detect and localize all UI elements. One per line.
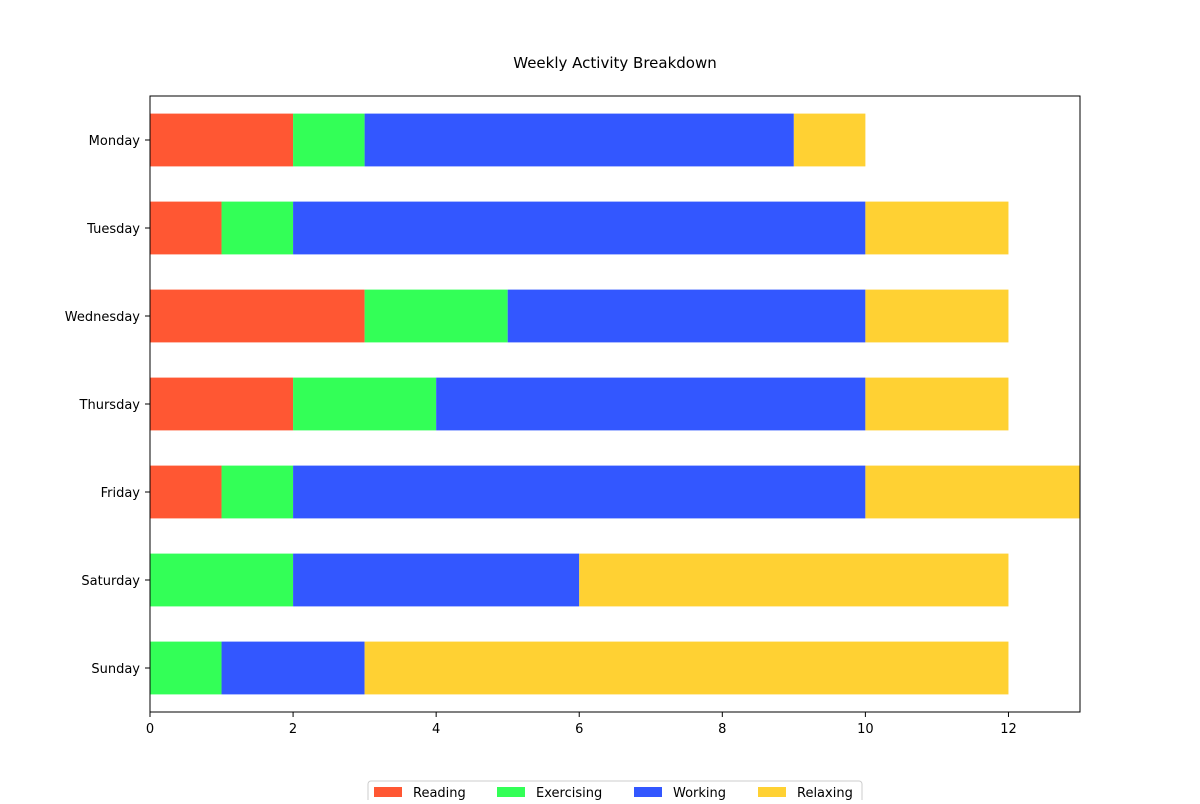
bar-relaxing-tuesday xyxy=(865,201,1009,255)
x-tick-label: 12 xyxy=(1000,722,1017,737)
x-axis: 0 2 4 6 8 10 12 xyxy=(146,712,1017,737)
legend-swatch-relaxing xyxy=(758,787,786,797)
bar-relaxing-monday xyxy=(793,113,866,167)
legend-label-exercising: Exercising xyxy=(536,786,602,800)
bar-exercising-wednesday xyxy=(364,289,508,343)
legend-swatch-working xyxy=(634,787,662,797)
legend: Reading Exercising Working Relaxing xyxy=(367,780,863,804)
bar-reading-tuesday xyxy=(150,201,222,255)
y-tick-label: Sunday xyxy=(91,662,140,677)
bar-working-saturday xyxy=(293,553,580,607)
bars-layer xyxy=(150,113,1080,695)
bar-exercising-sunday xyxy=(150,641,222,695)
bar-exercising-monday xyxy=(293,113,365,167)
bar-relaxing-friday xyxy=(865,465,1080,519)
bar-working-tuesday xyxy=(293,201,866,255)
bar-exercising-tuesday xyxy=(221,201,294,255)
legend-frame xyxy=(367,780,863,804)
bar-working-wednesday xyxy=(507,289,866,343)
y-tick-label: Saturday xyxy=(81,574,140,589)
x-tick-label: 0 xyxy=(146,722,154,737)
x-tick-label: 2 xyxy=(289,722,297,737)
chart-title: Weekly Activity Breakdown xyxy=(513,54,716,72)
y-tick-label: Friday xyxy=(101,486,141,501)
bar-relaxing-saturday xyxy=(579,553,1009,607)
legend-label-working: Working xyxy=(673,786,726,800)
bar-working-friday xyxy=(293,465,866,519)
x-tick-label: 10 xyxy=(857,722,874,737)
bar-relaxing-thursday xyxy=(865,377,1009,431)
bar-relaxing-sunday xyxy=(364,641,1009,695)
bar-working-sunday xyxy=(221,641,365,695)
legend-label-relaxing: Relaxing xyxy=(797,786,853,800)
bar-exercising-thursday xyxy=(293,377,437,431)
y-tick-label: Monday xyxy=(89,134,141,149)
bar-reading-thursday xyxy=(150,377,294,431)
bar-exercising-saturday xyxy=(150,553,294,607)
bar-reading-friday xyxy=(150,465,222,519)
y-tick-label: Wednesday xyxy=(65,310,141,325)
bar-reading-wednesday xyxy=(150,289,365,343)
legend-swatch-exercising xyxy=(497,787,525,797)
legend-swatch-reading xyxy=(374,787,402,797)
legend-label-reading: Reading xyxy=(413,786,466,800)
y-axis: Monday Tuesday Wednesday Thursday Friday Satu… xyxy=(65,134,150,677)
bar-relaxing-wednesday xyxy=(865,289,1009,343)
x-tick-label: 4 xyxy=(432,722,440,737)
y-tick-label: Tuesday xyxy=(86,222,140,237)
bar-reading-monday xyxy=(150,113,294,167)
x-tick-label: 8 xyxy=(718,722,726,737)
x-tick-label: 6 xyxy=(575,722,583,737)
bar-working-monday xyxy=(364,113,794,167)
bar-exercising-friday xyxy=(221,465,294,519)
bar-working-thursday xyxy=(436,377,866,431)
y-tick-label: Thursday xyxy=(79,398,141,413)
